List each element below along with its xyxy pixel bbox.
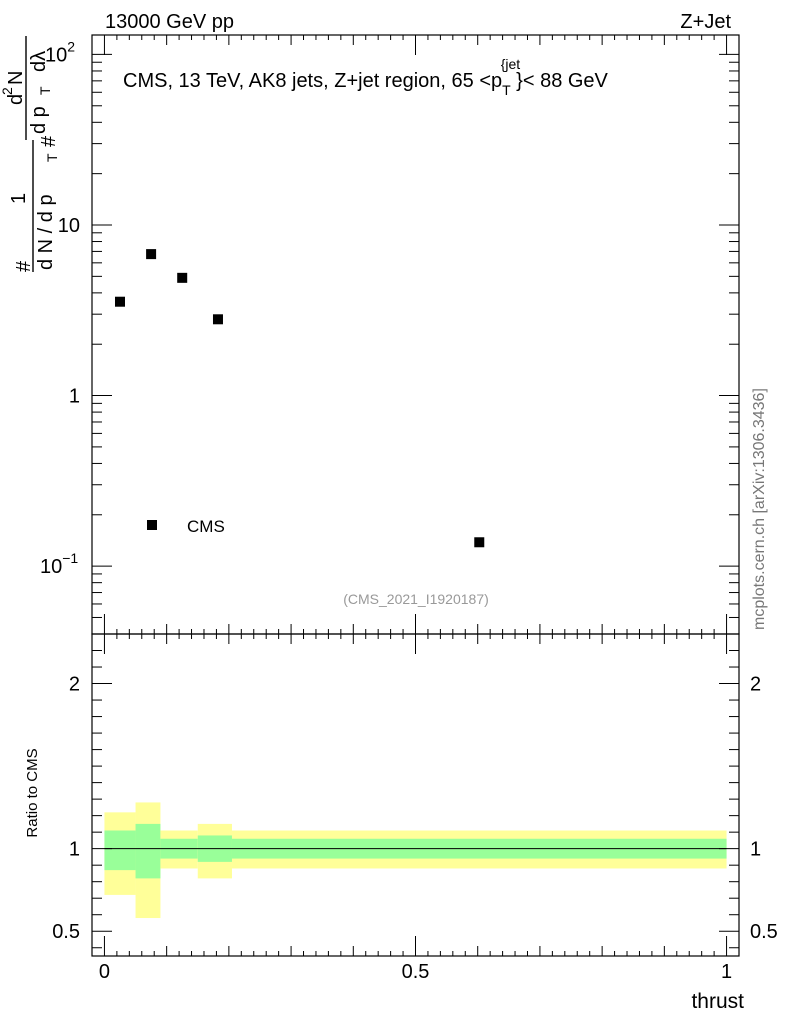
xtick-label-1: 0.5 <box>402 961 430 983</box>
data-point-3 <box>212 314 223 325</box>
ylabel-dlambda: dλ <box>28 51 50 72</box>
ylabel-superscript-2: 2 <box>0 87 15 95</box>
ylabel-hash-2: # <box>38 135 60 147</box>
ylabel-subscript-t-2: T <box>37 86 53 95</box>
analysis-label: (CMS_2021_I1920187) <box>343 591 489 607</box>
title-tail: }< 88 GeV <box>516 70 608 92</box>
legend-label: CMS <box>187 517 225 536</box>
xtick-label-0: 0 <box>99 961 110 983</box>
ratio-ytick-label-right-1: 1 <box>750 839 761 861</box>
ratio-bands <box>104 802 727 919</box>
ylabel-n: N <box>5 71 27 85</box>
ylabel-d: d <box>5 94 27 105</box>
ylabel-hash-1: # <box>13 260 35 272</box>
inner-band-bin-1 <box>135 823 161 879</box>
axis-ticks <box>91 35 740 956</box>
side-label: mcplots.cern.ch [arXiv:1306.3436] <box>751 388 768 630</box>
title-main: CMS, 13 TeV, AK8 jets, Z+jet region, 65 … <box>123 70 502 92</box>
header-right-label: Z+Jet <box>680 11 731 33</box>
data-point-0 <box>114 296 125 307</box>
title-subscript-t: T <box>502 82 511 98</box>
data-point-1 <box>146 249 157 260</box>
ratio-y-label: Ratio to CMS <box>24 748 41 837</box>
ratio-ytick-label-right-0: 0.5 <box>750 921 778 943</box>
main-ytick-exp-3: 2 <box>67 38 75 54</box>
ylabel-dpt: d p <box>28 106 50 134</box>
main-ytick-exp-0: −1 <box>62 550 78 566</box>
ratio-ytick-label-left-2: 2 <box>69 674 80 696</box>
main-ytick-label-0: 10−1 <box>40 550 78 578</box>
ylabel-one: 1 <box>8 193 30 204</box>
ylabel-dn-dpt: d N / d p <box>35 194 57 270</box>
data-markers <box>114 249 485 548</box>
main-y-label: # 1 d N / d p T # d 2 N d p T dλ <box>0 36 60 272</box>
xtick-label-2: 1 <box>721 961 732 983</box>
ratio-ytick-label-right-2: 2 <box>750 674 761 696</box>
main-ytick-base-3: 10 <box>45 44 67 66</box>
chart-title: CMS, 13 TeV, AK8 jets, Z+jet region, 65 … <box>123 56 609 98</box>
ratio-ytick-label-left-1: 1 <box>69 839 80 861</box>
inner-band-bin-0 <box>104 830 136 871</box>
x-axis-label: thrust <box>691 990 744 1013</box>
main-ytick-label-3: 102 <box>45 38 75 66</box>
data-point-2 <box>177 272 188 283</box>
legend-marker <box>147 520 157 530</box>
ylabel-subscript-t-1: T <box>44 153 60 162</box>
title-superscript-jet: {jet <box>501 56 521 72</box>
main-ytick-base-0: 10 <box>40 556 62 578</box>
main-ytick-label-2: 10 <box>58 215 80 237</box>
data-point-4 <box>474 537 485 548</box>
header-left-label: 13000 GeV pp <box>105 11 234 33</box>
main-plot-frame <box>91 34 740 635</box>
ratio-plot-frame <box>91 633 740 957</box>
ratio-ytick-label-left-0: 0.5 <box>52 921 80 943</box>
main-ytick-label-1: 1 <box>69 386 80 408</box>
